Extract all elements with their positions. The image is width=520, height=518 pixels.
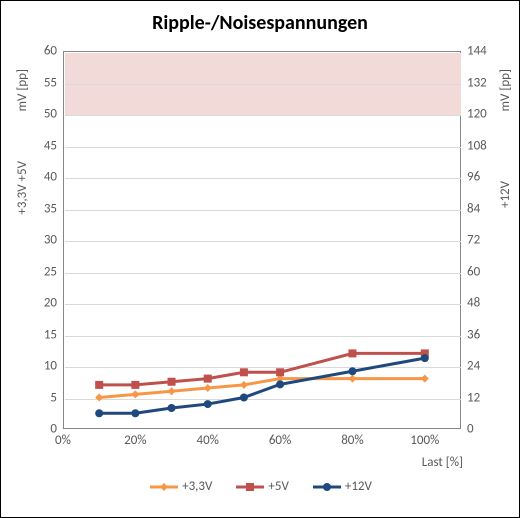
legend-item-+5V: +5V	[236, 479, 288, 494]
y-right-tick: 72	[467, 233, 480, 248]
y-right-tick: 60	[467, 264, 480, 279]
legend-label: +5V	[268, 479, 288, 494]
y-left-rails-label: +3,3V +5V	[15, 161, 30, 215]
y-right-unit-label: mV [pp]	[498, 69, 513, 111]
series-line-+12V	[99, 358, 425, 413]
y-left-tick: 60	[44, 44, 57, 59]
series-line-+5V	[99, 353, 425, 385]
series-marker-+3,3V	[240, 381, 248, 389]
y-right-tick: 24	[467, 359, 480, 374]
series-svg	[63, 51, 461, 429]
legend-label: +3,3V	[182, 479, 212, 494]
series-marker-+12V	[421, 354, 429, 362]
series-marker-+5V	[204, 375, 212, 383]
y-left-tick: 20	[44, 296, 57, 311]
y-right-tick: 36	[467, 327, 480, 342]
y-right-rails-label: +12V	[498, 181, 513, 208]
y-right-tick: 48	[467, 296, 480, 311]
y-left-tick: 45	[44, 138, 57, 153]
y-left-tick: 10	[44, 359, 57, 374]
y-left-tick: 5	[50, 390, 57, 405]
legend-item-+3,3V: +3,3V	[150, 479, 212, 494]
y-left-tick: 25	[44, 264, 57, 279]
y-left-tick: 55	[44, 75, 57, 90]
y-right-tick: 0	[467, 422, 474, 437]
series-marker-+5V	[131, 381, 139, 389]
plot-area: mV [pp] +3,3V +5V mV [pp] +12V Last [%] …	[63, 51, 461, 429]
series-marker-+12V	[204, 400, 212, 408]
y-left-tick: 40	[44, 170, 57, 185]
x-axis-label: Last [%]	[422, 455, 463, 470]
chart-frame: Ripple-/Noisespannungen mV [pp] +3,3V +5…	[0, 0, 520, 518]
x-tick: 20%	[124, 433, 146, 448]
legend: +3,3V +5V +12V	[1, 479, 520, 494]
series-marker-+5V	[95, 381, 103, 389]
x-tick: 0%	[55, 433, 71, 448]
chart-title: Ripple-/Noisespannungen	[1, 11, 519, 35]
series-marker-+12V	[276, 380, 284, 388]
series-marker-+5V	[240, 368, 248, 376]
series-marker-+3,3V	[168, 387, 176, 395]
series-marker-+3,3V	[348, 375, 356, 383]
y-left-tick: 50	[44, 107, 57, 122]
x-tick: 40%	[196, 433, 218, 448]
x-tick: 100%	[410, 433, 439, 448]
y-right-tick: 84	[467, 201, 480, 216]
y-left-tick: 35	[44, 201, 57, 216]
series-marker-+12V	[348, 367, 356, 375]
legend-label: +12V	[345, 479, 372, 494]
y-left-tick: 15	[44, 327, 57, 342]
y-right-tick: 120	[467, 107, 487, 122]
legend-item-+12V: +12V	[313, 479, 372, 494]
y-right-tick: 12	[467, 390, 480, 405]
series-marker-+12V	[131, 409, 139, 417]
y-right-tick: 108	[467, 138, 487, 153]
series-marker-+12V	[95, 409, 103, 417]
x-tick: 60%	[269, 433, 291, 448]
series-marker-+5V	[276, 368, 284, 376]
y-right-tick: 96	[467, 170, 480, 185]
series-marker-+3,3V	[95, 394, 103, 402]
series-marker-+5V	[348, 349, 356, 357]
y-right-tick: 132	[467, 75, 487, 90]
series-marker-+12V	[168, 404, 176, 412]
series-line-+3,3V	[99, 379, 425, 398]
y-left-tick: 30	[44, 233, 57, 248]
series-marker-+5V	[168, 378, 176, 386]
y-right-tick: 144	[467, 44, 487, 59]
series-marker-+3,3V	[204, 384, 212, 392]
x-tick: 80%	[341, 433, 363, 448]
y-left-unit-label: mV [pp]	[15, 69, 30, 111]
series-marker-+3,3V	[131, 390, 139, 398]
series-marker-+12V	[240, 394, 248, 402]
series-marker-+3,3V	[421, 375, 429, 383]
